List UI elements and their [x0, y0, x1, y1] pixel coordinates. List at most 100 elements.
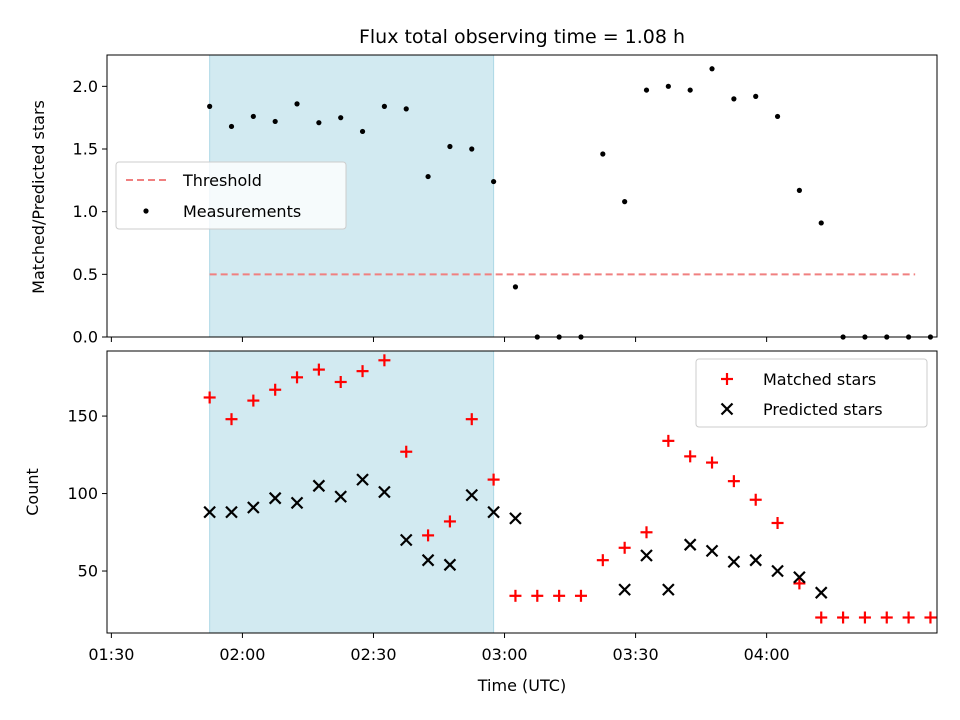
matched-point [837, 611, 850, 624]
measurement-point [687, 87, 693, 93]
legend-matched-marker [721, 373, 733, 385]
measurement-point [447, 143, 453, 150]
series-predicted-stars [203, 473, 828, 599]
matched-point [924, 611, 937, 624]
matched-point [727, 475, 740, 488]
x-tick-label: 02:00 [219, 645, 265, 664]
matched-point [771, 516, 784, 529]
predicted-point [487, 505, 500, 519]
series-measurements [207, 66, 934, 340]
matched-point [247, 394, 260, 407]
measurement-point [709, 66, 715, 72]
matched-point [858, 611, 871, 624]
measurement-point [665, 83, 671, 89]
measurement-point [338, 115, 344, 121]
matched-point [618, 541, 631, 554]
predicted-point [290, 496, 304, 510]
matched-point [684, 450, 697, 463]
predicted-point [465, 488, 479, 502]
measurement-point [250, 113, 256, 120]
predicted-point [378, 485, 391, 499]
x-tick-label: 01:30 [88, 645, 134, 664]
x-tick-label: 03:00 [481, 645, 527, 664]
series-matched-stars [203, 354, 937, 624]
matched-point [509, 589, 522, 602]
observing-window-span [209, 351, 494, 633]
x-tick-label: 03:30 [613, 645, 659, 664]
measurement-point [731, 96, 737, 102]
predicted-point [618, 583, 631, 596]
matched-point [400, 445, 413, 458]
measurement-point [600, 151, 606, 157]
legend-predicted-marker [720, 402, 734, 416]
legend-matched-label: Matched stars [763, 370, 876, 389]
predicted-point [443, 558, 457, 572]
matched-point [902, 611, 915, 624]
predicted-point [203, 505, 216, 519]
predicted-point [705, 544, 719, 558]
y-tick-label: 1.5 [73, 140, 98, 159]
matched-point [793, 577, 806, 590]
measurement-point [228, 123, 235, 130]
matched-point [422, 529, 435, 542]
matched-point [203, 391, 216, 404]
matched-point [356, 365, 369, 378]
measurement-point [774, 113, 781, 120]
measurement-point [796, 187, 802, 193]
y-tick-label: 100 [67, 484, 98, 503]
measurement-point [272, 118, 278, 125]
y-tick-label: 0.5 [73, 265, 98, 284]
y-tick-label: 1.0 [73, 202, 98, 221]
matched-point [706, 456, 719, 469]
axes-frame [106, 54, 938, 338]
measurement-point [622, 199, 628, 205]
bottom-legend-frame [695, 358, 928, 428]
matched-point [334, 375, 347, 388]
matched-point [312, 363, 325, 376]
matched-point [225, 413, 238, 426]
matched-point [749, 493, 762, 506]
measurement-point [403, 106, 409, 112]
top-y-axis-label: Matched/Predicted stars [29, 100, 48, 294]
predicted-point [771, 564, 784, 578]
legend-predicted-label: Predicted stars [763, 400, 883, 419]
predicted-point [793, 570, 806, 584]
legend-measurements-swatch [143, 208, 149, 214]
matched-point [443, 515, 456, 528]
bottom-axes: 50 100 150 01:30 02:00 02:30 03:00 03:30 04:00 [67, 350, 938, 664]
predicted-point [662, 583, 675, 596]
matched-point [378, 354, 391, 367]
x-tick-label: 04:00 [744, 645, 790, 664]
measurement-point [316, 120, 322, 126]
y-tick-label: 50 [78, 562, 98, 581]
measurement-point [469, 146, 475, 152]
measurement-point [207, 103, 213, 109]
predicted-point [334, 490, 347, 503]
measurement-point [818, 220, 824, 226]
matched-point [596, 554, 609, 567]
measurement-point [294, 101, 300, 107]
top-legend: Threshold Measurements [115, 161, 347, 230]
y-tick-label: 0.0 [73, 328, 98, 347]
y-tick-label: 150 [67, 407, 98, 426]
chart-title: Flux total observing time = 1.08 h [359, 26, 685, 48]
x-tick-label: 02:30 [350, 645, 396, 664]
legend-predicted-swatch [720, 402, 734, 416]
predicted-point [312, 479, 326, 493]
predicted-point [268, 491, 282, 505]
predicted-point [247, 501, 260, 514]
matched-point [880, 611, 893, 624]
measurement-point [425, 173, 431, 180]
matched-point [553, 589, 566, 602]
measurement-point [359, 128, 366, 135]
measurement-point [491, 178, 497, 185]
axes-frame [106, 350, 938, 634]
predicted-point [356, 473, 369, 486]
predicted-point [399, 533, 413, 547]
predicted-point [509, 512, 522, 525]
matched-point [662, 434, 675, 447]
matched-point [269, 383, 282, 396]
legend-measurements-label: Measurements [183, 202, 301, 221]
matched-point [291, 371, 304, 384]
